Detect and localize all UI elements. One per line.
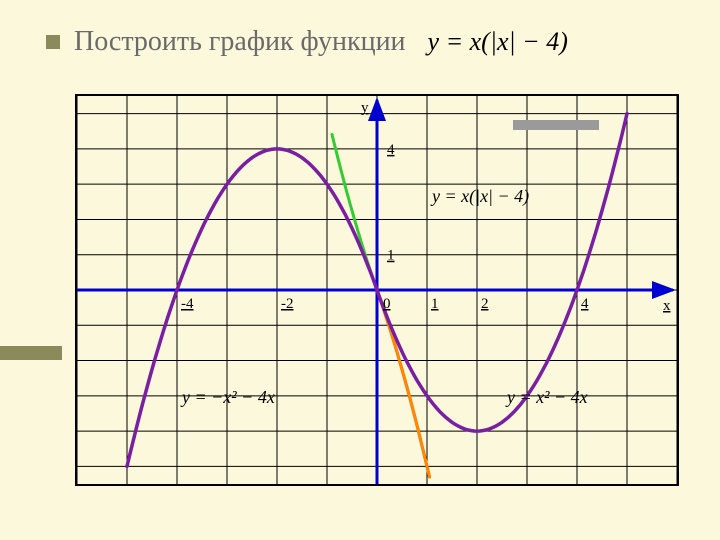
svg-text:2: 2 — [481, 296, 489, 312]
main-formula: y = x(|x| − 4) — [428, 27, 568, 57]
title-row: Построить график функции y = x(|x| − 4) — [0, 0, 720, 58]
function-chart: -4 -2 0 1 2 4 1 4 х у y = −x² − 4x y = x² − 4x y = x… — [77, 96, 677, 484]
page-title: Построить график функции — [74, 26, 406, 58]
svg-text:у: у — [361, 100, 369, 116]
svg-text:4: 4 — [387, 142, 395, 158]
svg-text:4: 4 — [581, 296, 589, 312]
svg-text:y = x² − 4x: y = x² − 4x — [505, 387, 588, 407]
svg-text:-4: -4 — [181, 296, 194, 312]
svg-text:1: 1 — [431, 296, 439, 312]
left-accent-bar — [0, 346, 62, 360]
svg-text:0: 0 — [383, 296, 391, 312]
title-bullet — [46, 35, 60, 49]
svg-text:y = −x² − 4x: y = −x² − 4x — [180, 387, 275, 407]
svg-text:-2: -2 — [281, 296, 294, 312]
chart-container: -4 -2 0 1 2 4 1 4 х у y = −x² − 4x y = x² − 4x y = x… — [75, 94, 679, 486]
strike-mark — [513, 120, 599, 130]
svg-text:y = x(|x| − 4): y = x(|x| − 4) — [430, 186, 529, 207]
svg-text:1: 1 — [387, 248, 395, 264]
svg-text:х: х — [663, 298, 671, 314]
